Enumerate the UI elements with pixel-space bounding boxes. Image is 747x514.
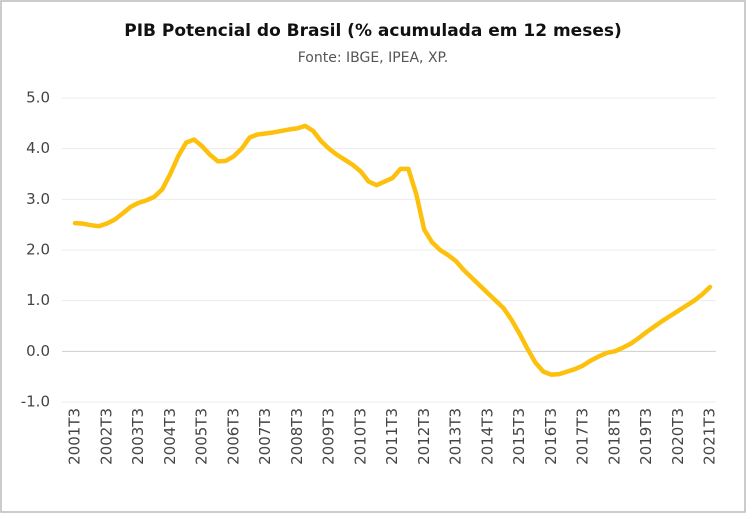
x-tick-label: 2004T3 (161, 408, 179, 465)
x-tick-label: 2005T3 (193, 408, 211, 465)
y-tick-label: 1.0 (26, 291, 50, 309)
x-tick-label: 2017T3 (574, 408, 592, 465)
x-tick-label: 2015T3 (510, 408, 528, 465)
x-tick-label: 2010T3 (351, 408, 369, 465)
x-tick-label: 2006T3 (224, 408, 242, 465)
x-tick-label: 2013T3 (447, 408, 465, 465)
line-series (72, 123, 713, 377)
x-tick-label: 2021T3 (701, 408, 719, 465)
x-tick-label: 2001T3 (66, 408, 84, 465)
x-tick-label: 2007T3 (256, 408, 274, 465)
y-tick-label: 5.0 (26, 89, 50, 107)
x-tick-label: 2009T3 (320, 408, 338, 465)
x-tick-label: 2011T3 (383, 408, 401, 465)
x-tick-label: 2003T3 (129, 408, 147, 465)
y-tick-label: 2.0 (26, 241, 50, 259)
x-tick-label: 2014T3 (478, 408, 496, 465)
x-tick-label: 2016T3 (542, 408, 560, 465)
x-tick-label: 2019T3 (637, 408, 655, 465)
y-tick-label: -1.0 (21, 393, 50, 411)
x-tick-label: 2020T3 (669, 408, 687, 465)
x-tick-label: 2002T3 (97, 408, 115, 465)
chart-subtitle: Fonte: IBGE, IPEA, XP. (298, 50, 449, 66)
y-tick-label: 0.0 (26, 342, 50, 360)
x-tick-label: 2018T3 (605, 408, 623, 465)
chart-title: PIB Potencial do Brasil (% acumulada em … (124, 21, 622, 41)
x-tick-label: 2012T3 (415, 408, 433, 465)
x-tick-label: 2008T3 (288, 408, 306, 465)
y-tick-label: 4.0 (26, 139, 50, 157)
y-tick-label: 3.0 (26, 190, 50, 208)
